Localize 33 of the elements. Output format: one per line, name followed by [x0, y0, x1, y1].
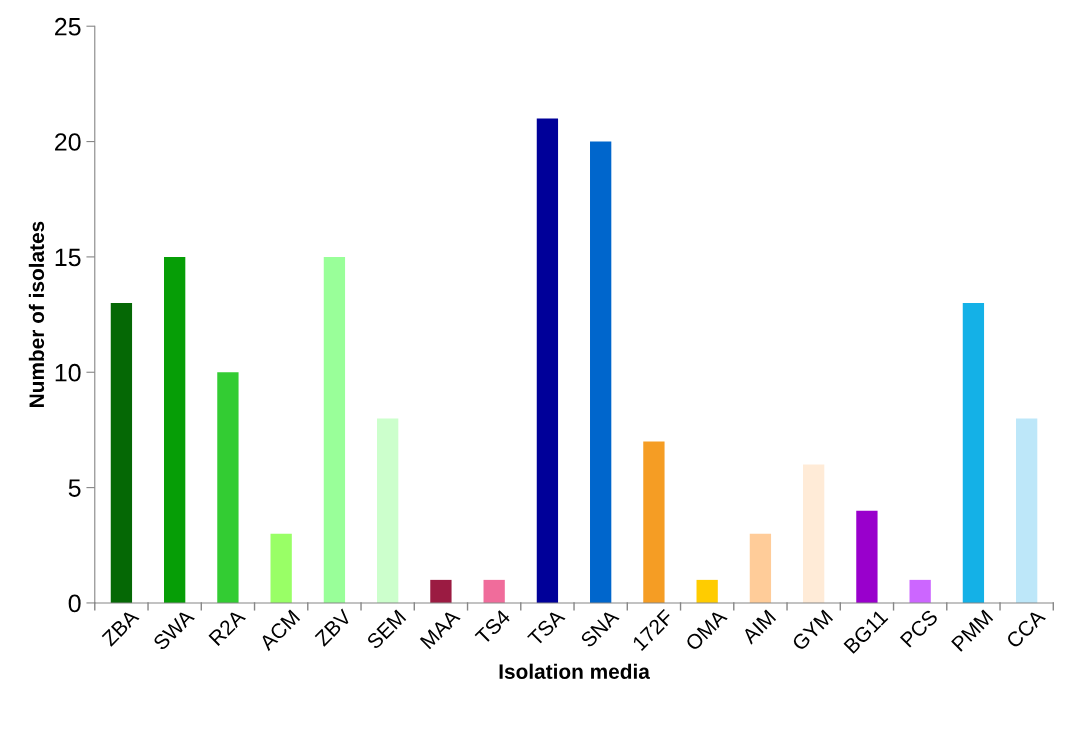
bar: [696, 579, 718, 603]
x-tick-label: ZBA: [101, 608, 140, 647]
x-tick-label: AIM: [741, 609, 777, 645]
bar: [483, 579, 505, 603]
bar: [803, 464, 825, 603]
x-tick-label: SNA: [579, 608, 620, 649]
bar: [377, 418, 399, 603]
x-tick-label: R2A: [208, 608, 247, 646]
x-tick-label: TSA: [526, 608, 566, 647]
x-tick-label: TS4: [474, 608, 512, 646]
bar: [164, 256, 186, 603]
y-tick-label: 10: [55, 363, 81, 382]
y-tick-label: 15: [55, 248, 81, 267]
y-tick-label: 5: [68, 479, 81, 497]
bar: [323, 256, 346, 603]
x-axis-title: Isolation media: [499, 663, 650, 679]
bar: [749, 533, 772, 603]
y-tick-label: 25: [55, 17, 81, 36]
bar: [110, 303, 133, 603]
y-axis-title: Number of isolates: [28, 221, 45, 407]
y-tick-label: 0: [68, 594, 81, 613]
y-tick-label: 20: [55, 133, 81, 151]
bar: [1016, 418, 1038, 603]
bar: [270, 533, 292, 603]
bar: [909, 579, 931, 603]
x-tick-label: CCA: [1005, 608, 1047, 649]
bar: [217, 372, 239, 603]
bar: [590, 141, 612, 603]
bar: [430, 579, 452, 603]
bar: [643, 441, 665, 603]
bar: [856, 510, 878, 603]
bar: [962, 303, 985, 603]
bar: [536, 118, 559, 603]
